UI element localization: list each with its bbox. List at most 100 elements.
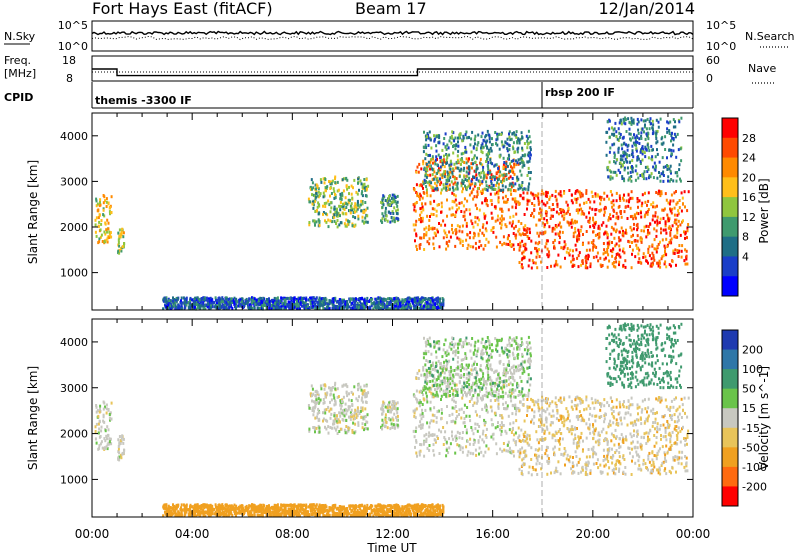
power-echo	[440, 210, 442, 214]
power-echo	[218, 307, 221, 311]
power-echo	[498, 174, 501, 178]
velocity-echo	[339, 420, 341, 424]
power-echo	[104, 199, 106, 203]
power-echo	[483, 215, 486, 219]
power-echo	[475, 167, 478, 171]
power-echo	[449, 167, 452, 171]
power-echo	[662, 174, 665, 177]
power-echo	[365, 302, 368, 306]
power-echo	[461, 239, 464, 243]
velocity-echo	[357, 423, 360, 427]
velocity-echo	[502, 396, 504, 400]
power-echo	[118, 234, 121, 238]
power-echo	[426, 165, 429, 169]
velocity-echo	[99, 442, 102, 446]
power-echo	[456, 184, 459, 188]
power-echo	[431, 299, 434, 303]
power-echo	[577, 208, 579, 212]
velocity-echo	[465, 445, 468, 449]
velocity-echo	[108, 440, 111, 444]
power-echo	[568, 223, 571, 227]
power-echo	[222, 306, 225, 310]
power-echo	[574, 221, 577, 225]
power-echo	[357, 306, 360, 310]
velocity-echo	[322, 398, 325, 401]
power-echo	[624, 116, 627, 120]
power-echo	[668, 167, 671, 171]
power-echo	[366, 220, 369, 224]
power-echo	[674, 248, 677, 252]
power-echo	[377, 305, 380, 309]
power-echo	[631, 241, 633, 244]
power-echo	[436, 296, 439, 300]
power-echo	[641, 152, 644, 156]
power-echo	[420, 236, 423, 240]
power-echo	[609, 217, 612, 221]
power-echo	[456, 208, 459, 212]
power-echo	[677, 209, 680, 213]
power-echo	[192, 305, 195, 309]
velocity-echo	[357, 421, 360, 425]
power-echo	[664, 250, 666, 253]
power-echo	[380, 200, 383, 204]
power-echo	[422, 162, 425, 166]
power-echo	[569, 221, 572, 225]
velocity-echo	[464, 424, 467, 428]
power-echo	[470, 137, 473, 141]
power-echo	[521, 136, 524, 140]
power-echo	[611, 254, 614, 258]
power-echo	[437, 203, 440, 207]
nsky-panel-frame	[91, 20, 694, 52]
velocity-echo	[360, 415, 363, 419]
power-echo	[359, 305, 362, 308]
power-echo	[442, 172, 445, 176]
power-echo	[310, 178, 313, 182]
power-echo	[667, 219, 670, 223]
power-echo	[416, 248, 418, 251]
power-echo	[474, 220, 477, 224]
velocity-echo	[470, 372, 473, 376]
power-echo	[99, 235, 102, 239]
power-echo	[624, 265, 627, 269]
power-echo	[458, 201, 461, 205]
power-echo	[261, 300, 264, 304]
power-echo	[471, 222, 474, 226]
velocity-echo	[364, 423, 367, 427]
power-echo	[514, 182, 517, 186]
power-echo	[302, 301, 305, 305]
power-echo	[353, 205, 356, 209]
power-echo	[349, 204, 352, 208]
power-echo	[275, 307, 278, 311]
power-echo	[621, 249, 624, 253]
power-echo	[117, 231, 120, 235]
power-echo	[228, 297, 231, 301]
velocity-echo	[420, 373, 423, 377]
power-echo	[673, 213, 676, 217]
power-echo	[554, 195, 557, 199]
velocity-echo	[429, 407, 432, 411]
power-echo	[528, 135, 531, 139]
power-echo	[482, 145, 485, 149]
velocity-echo	[106, 447, 109, 451]
power-echo	[395, 216, 398, 220]
velocity-echo	[422, 393, 424, 397]
velocity-echo	[318, 428, 321, 432]
power-echo	[346, 187, 349, 191]
power-echo	[585, 256, 588, 260]
power-echo	[651, 155, 654, 159]
power-echo	[591, 195, 594, 198]
power-echo	[521, 148, 524, 152]
power-echo	[568, 189, 571, 192]
power-echo	[649, 264, 652, 268]
power-echo	[353, 178, 356, 182]
velocity-echo	[472, 452, 475, 456]
power-echo	[631, 144, 634, 148]
power-echo	[470, 219, 473, 223]
power-echo	[105, 205, 108, 208]
power-echo	[466, 166, 469, 170]
power-echo	[433, 139, 436, 143]
velocity-echo	[109, 418, 111, 422]
power-echo	[496, 134, 499, 138]
power-echo	[686, 229, 689, 233]
power-echo	[107, 227, 110, 231]
